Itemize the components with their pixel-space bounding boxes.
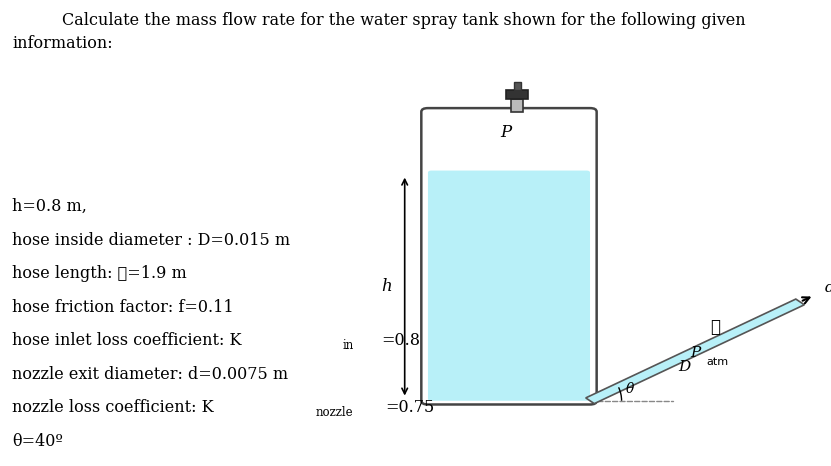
FancyBboxPatch shape <box>428 171 590 401</box>
Text: hose inside diameter : D=0.015 m: hose inside diameter : D=0.015 m <box>12 232 291 248</box>
Text: atm: atm <box>707 357 729 367</box>
Text: nozzle loss coefficient: K: nozzle loss coefficient: K <box>12 399 214 416</box>
Text: D: D <box>679 360 691 374</box>
Polygon shape <box>586 299 804 404</box>
Bar <box>512 99 524 112</box>
Text: θ: θ <box>626 382 634 396</box>
Text: nozzle: nozzle <box>315 406 353 419</box>
Text: h: h <box>381 278 391 295</box>
Text: d: d <box>825 281 831 295</box>
Bar <box>507 90 529 99</box>
Text: in: in <box>343 339 354 352</box>
FancyBboxPatch shape <box>421 108 597 404</box>
Text: hose length: ℓ=1.9 m: hose length: ℓ=1.9 m <box>12 265 187 282</box>
Text: =0.75: =0.75 <box>386 399 435 416</box>
Text: =0.8: =0.8 <box>381 332 420 349</box>
Text: Calculate the mass flow rate for the water spray tank shown for the following gi: Calculate the mass flow rate for the wat… <box>62 12 746 28</box>
Text: ℓ: ℓ <box>711 319 720 336</box>
Text: h=0.8 m,: h=0.8 m, <box>12 198 87 215</box>
Text: hose friction factor: f=0.11: hose friction factor: f=0.11 <box>12 299 234 315</box>
Text: P: P <box>691 346 701 360</box>
Text: hose inlet loss coefficient: K: hose inlet loss coefficient: K <box>12 332 242 349</box>
Bar <box>514 82 521 90</box>
Text: nozzle exit diameter: d=0.0075 m: nozzle exit diameter: d=0.0075 m <box>12 366 288 383</box>
Text: P: P <box>500 124 511 141</box>
Text: θ=40º: θ=40º <box>12 433 63 450</box>
Text: information:: information: <box>12 35 113 52</box>
